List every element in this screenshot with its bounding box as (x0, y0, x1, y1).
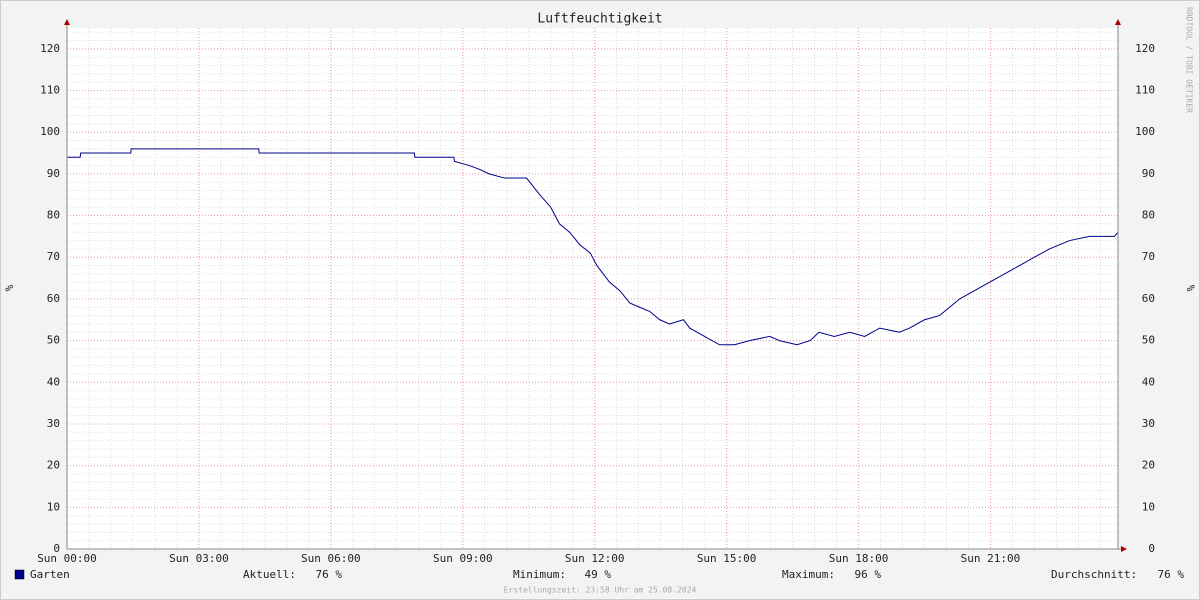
y-tick-label: 40 (47, 375, 60, 388)
stat-value: 76 % (316, 568, 343, 581)
y-tick-label-right: 40 (1142, 375, 1155, 388)
y-tick-label-right: 120 (1135, 42, 1155, 55)
x-tick-label: Sun 12:00 (565, 552, 625, 565)
y-tick-label: 60 (47, 292, 60, 305)
x-tick-label: Sun 06:00 (301, 552, 361, 565)
y-tick-label: 120 (40, 42, 60, 55)
data-line (67, 148, 1119, 346)
y-tick-label-right: 30 (1142, 417, 1155, 430)
stat-value: 76 % (1158, 568, 1185, 581)
y-tick-label-right: 90 (1142, 167, 1155, 180)
x-tick-label: Sun 00:00 (37, 552, 97, 565)
y-tick-label-right: 80 (1142, 209, 1155, 222)
x-tick-label: Sun 09:00 (433, 552, 493, 565)
stat-name: Aktuell: (243, 568, 296, 581)
watermark: RRDTOOL / TOBI OETIKER (1185, 7, 1194, 113)
y-tick-label-right: 70 (1142, 250, 1155, 263)
y-tick-label: 10 (47, 500, 60, 513)
y-tick-label-right: 0 (1148, 542, 1155, 555)
axis-arrow (64, 19, 70, 25)
y-tick-label: 80 (47, 209, 60, 222)
y-tick-label: 30 (47, 417, 60, 430)
y-tick-label: 110 (40, 84, 60, 97)
plot-area (67, 28, 1118, 549)
y-tick-label-right: 110 (1135, 84, 1155, 97)
y-axis-label: % (3, 284, 16, 291)
stat-name: Maximum: (782, 568, 835, 581)
y-tick-label: 100 (40, 125, 60, 138)
y-tick-label-right: 20 (1142, 459, 1155, 472)
x-tick-label: Sun 15:00 (697, 552, 757, 565)
legend-swatch (14, 569, 25, 580)
y-tick-label-right: 10 (1142, 500, 1155, 513)
stat-name: Minimum: (513, 568, 566, 581)
y-tick-label-right: 100 (1135, 125, 1155, 138)
axis-arrow (1121, 546, 1127, 552)
y-tick-label: 0 (53, 542, 60, 555)
x-tick-label: Sun 21:00 (961, 552, 1021, 565)
grid (66, 28, 1118, 550)
y-tick-label-right: 50 (1142, 334, 1155, 347)
y-axis-label-right: % (1184, 285, 1197, 292)
marks (67, 148, 1119, 346)
y-tick-label: 70 (47, 250, 60, 263)
chart-title: Luftfeuchtigkeit (537, 12, 662, 27)
x-tick-label: Sun 03:00 (169, 552, 229, 565)
y-tick-label-right: 60 (1142, 292, 1155, 305)
x-tick-label: Sun 18:00 (829, 552, 889, 565)
stat-value: 49 % (585, 568, 612, 581)
footer: Erstellungszeit: 23:58 Uhr am 25.08.2024 (504, 586, 697, 595)
y-tick-label: 20 (47, 459, 60, 472)
y-tick-label: 90 (47, 167, 60, 180)
y-tick-label: 50 (47, 334, 60, 347)
legend-label: Garten (30, 568, 70, 581)
stat-name: Durchschnitt: (1051, 568, 1137, 581)
stat-value: 96 % (855, 568, 882, 581)
axis-arrow (1115, 19, 1121, 25)
